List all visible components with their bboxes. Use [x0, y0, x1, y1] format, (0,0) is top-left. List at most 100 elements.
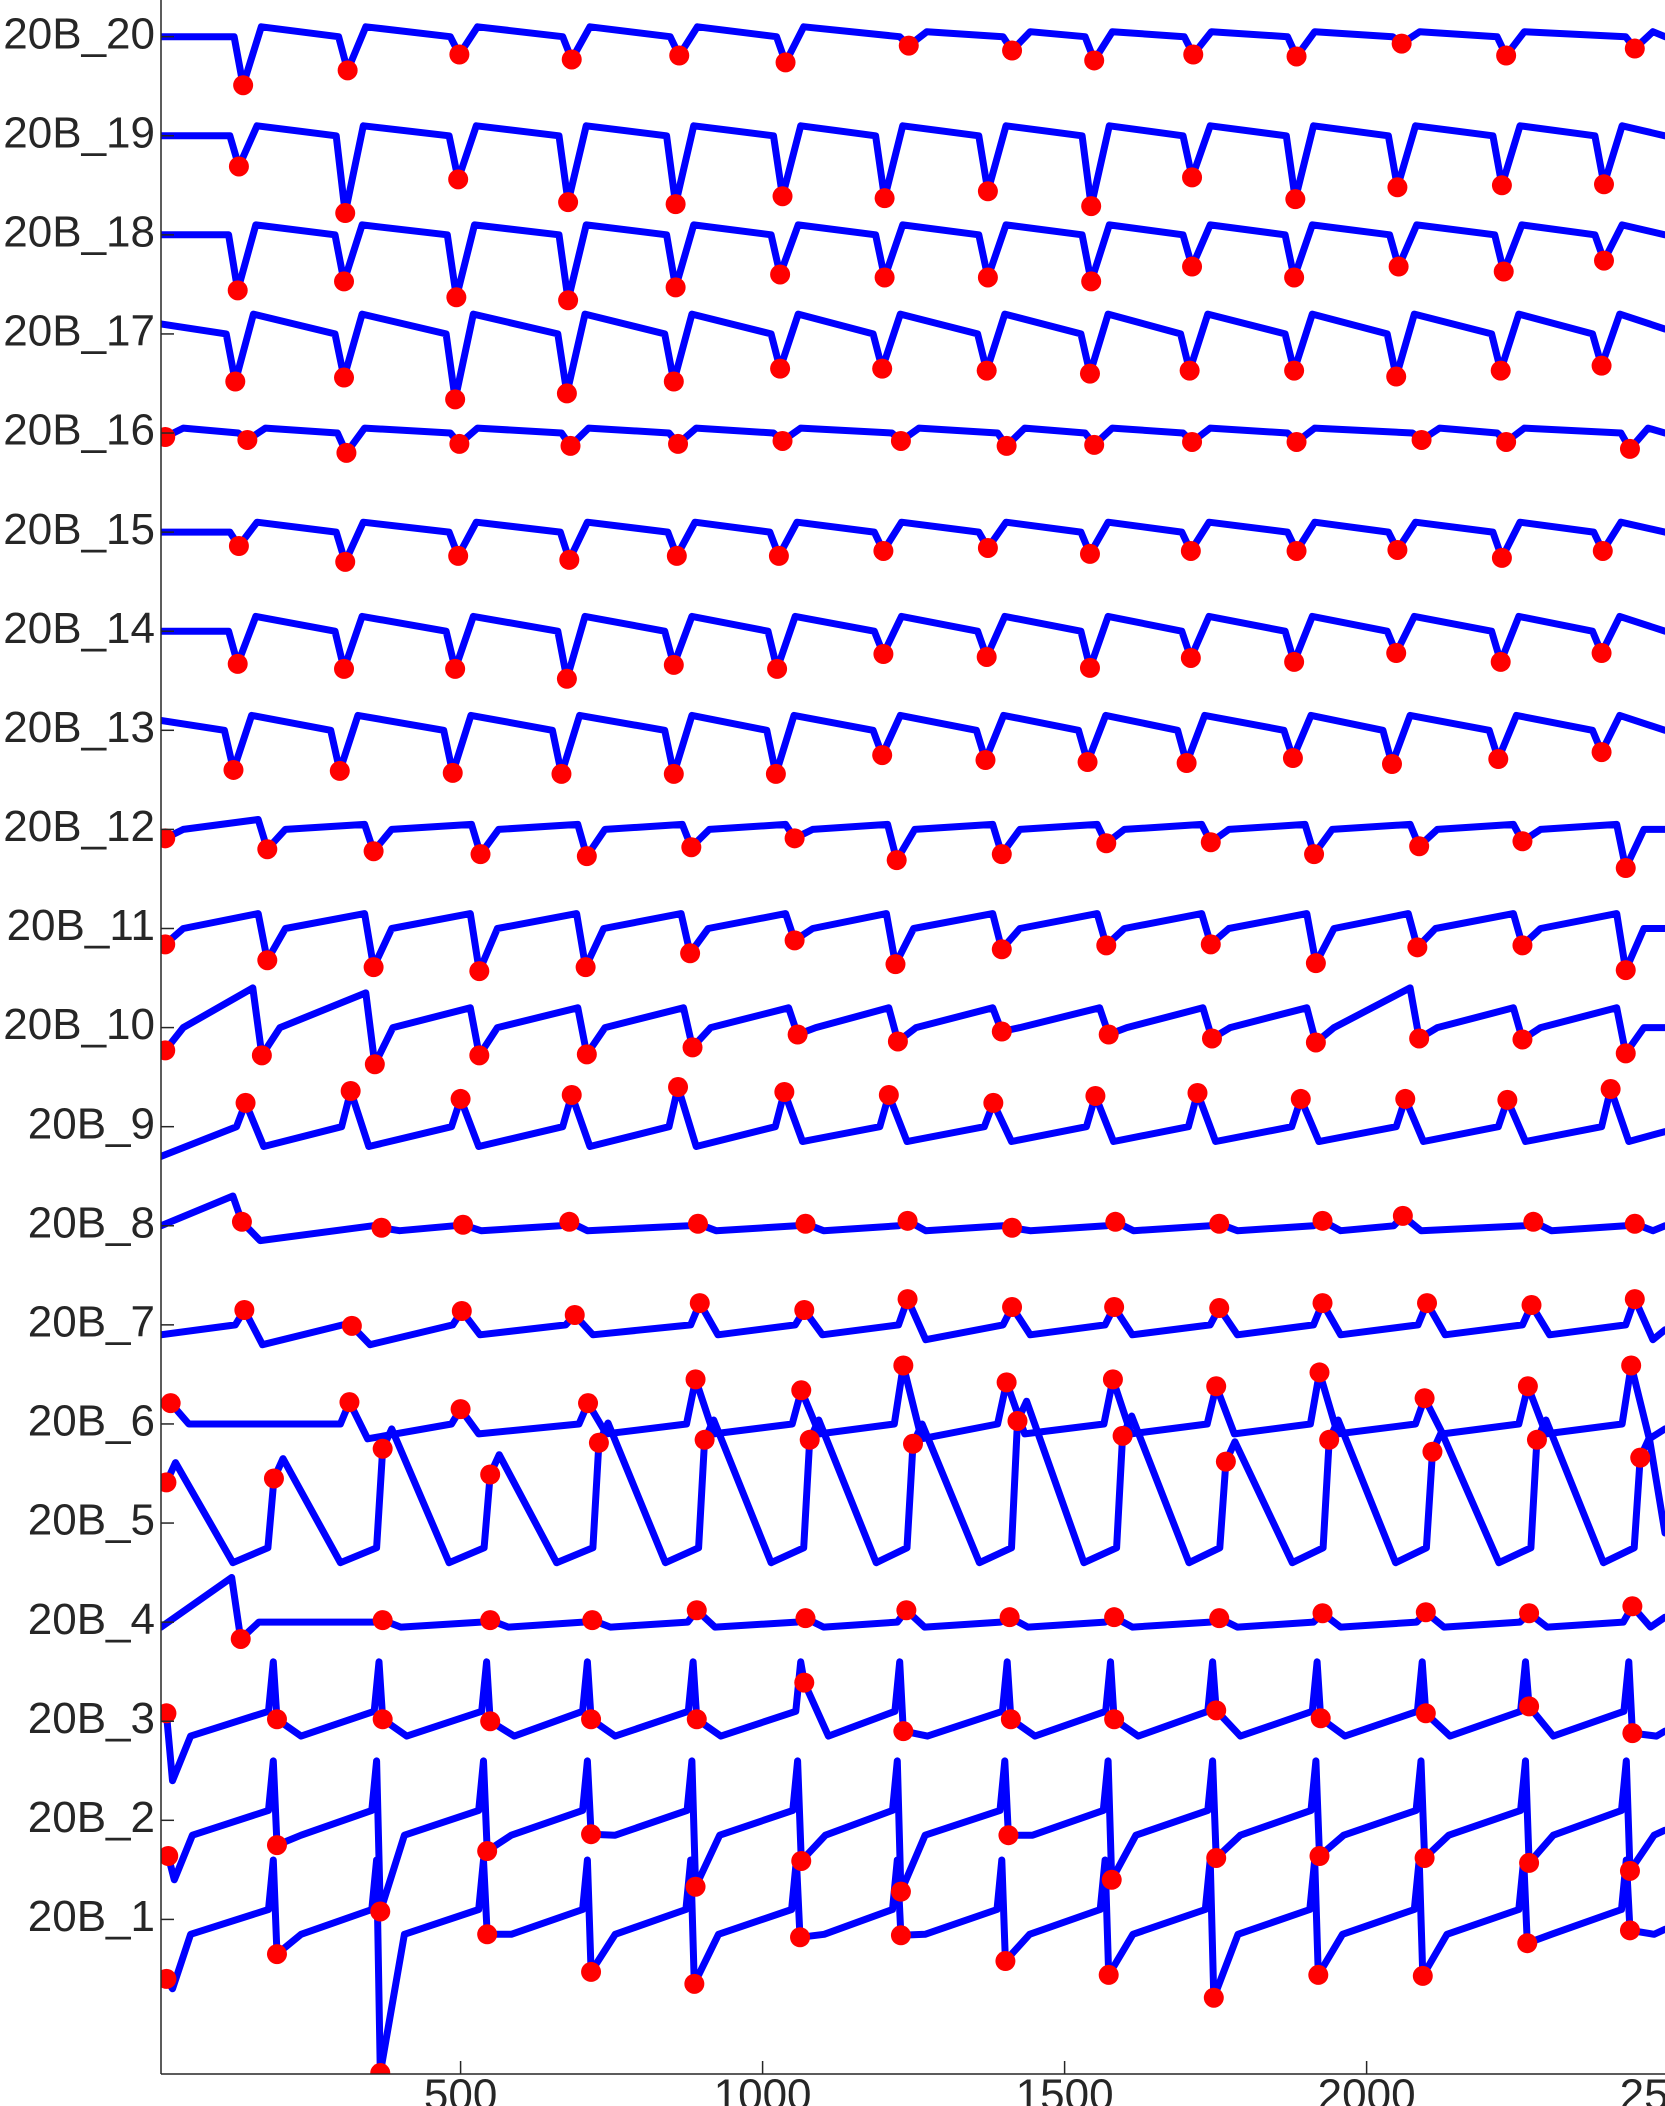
marker-dot: [1077, 752, 1098, 773]
marker-dot: [161, 1703, 177, 1724]
marker-dot: [251, 1045, 272, 1066]
marker-dot: [874, 188, 895, 209]
marker-dot: [576, 846, 597, 867]
marker-dot: [1304, 844, 1325, 865]
marker-dot: [1407, 937, 1428, 958]
marker-dot: [682, 1037, 703, 1058]
marker-dot: [1085, 1085, 1106, 1106]
marker-dot: [161, 1472, 177, 1493]
marker-dot: [1592, 540, 1613, 561]
marker-dot: [1084, 434, 1105, 455]
marker-dot: [1600, 1079, 1621, 1100]
y-tick-label: 20B_4: [28, 1595, 155, 1644]
marker-dot: [893, 1721, 914, 1742]
marker-dot: [370, 1901, 391, 1922]
marker-dot: [1319, 1429, 1340, 1450]
marker-dot: [1593, 250, 1614, 271]
x-tick-label: 1000: [714, 2071, 812, 2106]
trace-line: [167, 1362, 1665, 1443]
marker-dot: [684, 1973, 705, 1994]
marker-dot: [1490, 360, 1511, 381]
marker-dot: [1391, 33, 1412, 54]
marker-dot: [874, 267, 895, 288]
marker-dot: [772, 430, 793, 451]
marker-dot: [1000, 1709, 1021, 1730]
marker-dot: [234, 1299, 255, 1320]
y-tick-label: 20B_14: [3, 604, 155, 653]
trace-line: [161, 122, 1665, 217]
marker-dot: [561, 1084, 582, 1105]
marker-dot: [1284, 651, 1305, 672]
marker-dot: [1415, 1602, 1436, 1623]
marker-dot: [1209, 1298, 1230, 1319]
marker-dot: [890, 1881, 911, 1902]
marker-dot: [1203, 1987, 1224, 2008]
marker-dot: [576, 1044, 597, 1065]
marker-dot: [161, 1846, 179, 1866]
marker-dot: [582, 1610, 603, 1631]
y-tick-label: 20B_11: [7, 901, 155, 950]
marker-dot: [161, 1393, 181, 1414]
marker-dot: [1209, 1213, 1230, 1234]
marker-dot: [230, 1628, 251, 1649]
marker-dot: [1002, 1217, 1023, 1238]
marker-dot: [559, 549, 580, 570]
marker-dot: [1387, 177, 1408, 198]
marker-dot: [770, 264, 791, 285]
marker-dot: [1622, 1596, 1643, 1617]
marker-dot: [1096, 833, 1117, 854]
marker-dot: [1630, 1447, 1651, 1468]
marker-dot: [668, 433, 689, 454]
trace-line: [161, 910, 1665, 975]
marker-dot: [551, 763, 572, 784]
marker-dot: [795, 1608, 816, 1629]
marker-dot: [1002, 40, 1023, 61]
marker-dot: [231, 1211, 252, 1232]
marker-dot: [1209, 1608, 1230, 1629]
marker-dot: [873, 644, 894, 665]
trace-line: [161, 612, 1665, 683]
marker-dot: [445, 658, 466, 679]
marker-dot: [469, 1045, 490, 1066]
marker-dot: [266, 1944, 287, 1965]
marker-dot: [334, 658, 355, 679]
marker-dot: [681, 837, 702, 858]
marker-dot: [687, 1213, 708, 1234]
marker-dot: [1624, 38, 1645, 59]
marker-dot: [765, 763, 786, 784]
marker-dot: [1187, 1082, 1208, 1103]
marker-dot: [873, 540, 894, 561]
marker-dot: [1517, 1933, 1538, 1954]
marker-dot: [564, 1304, 585, 1325]
marker-dot: [1179, 360, 1200, 381]
marker-dot: [665, 194, 686, 215]
marker-dot: [991, 939, 1012, 960]
marker-dot: [558, 290, 579, 311]
marker-dot: [1381, 754, 1402, 775]
marker-dot: [470, 844, 491, 865]
marker-dot: [1182, 256, 1203, 277]
marker-dot: [227, 653, 248, 674]
marker-dot: [774, 1081, 795, 1102]
marker-dot: [1490, 651, 1511, 672]
marker-dot: [1496, 431, 1517, 452]
marker-dot: [1102, 1369, 1123, 1390]
marker-dot: [161, 1040, 176, 1061]
marker-dot: [1206, 1847, 1227, 1868]
marker-dot: [991, 844, 1012, 865]
y-tick-label: 20B_9: [28, 1099, 155, 1148]
marker-dot: [890, 430, 911, 451]
marker-dot: [1417, 1293, 1438, 1314]
marker-dot: [161, 426, 176, 447]
marker-dot: [663, 371, 684, 392]
y-tick-label: 20B_5: [28, 1496, 155, 1545]
marker-dot: [991, 1021, 1012, 1042]
marker-dot: [237, 429, 258, 450]
marker-dot: [768, 545, 789, 566]
marker-dot: [995, 1951, 1016, 1972]
trace-line: [161, 310, 1665, 403]
marker-dot: [686, 1600, 707, 1621]
marker-dot: [334, 271, 355, 292]
marker-dot: [872, 745, 893, 766]
marker-dot: [794, 1672, 815, 1693]
